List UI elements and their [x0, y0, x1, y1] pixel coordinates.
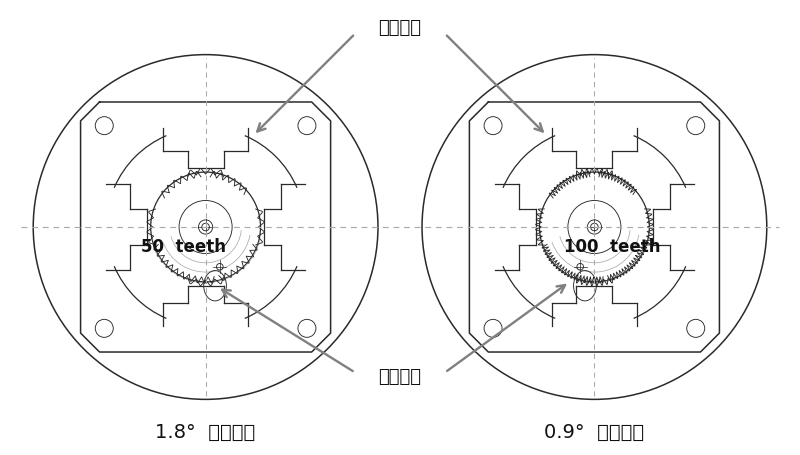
Text: 定子铁芯: 定子铁芯: [378, 19, 422, 36]
Text: 1.8°  步进电机: 1.8° 步进电机: [155, 423, 256, 442]
Text: 0.9°  步进电机: 0.9° 步进电机: [544, 423, 645, 442]
Text: 转子铁芯: 转子铁芯: [378, 368, 422, 385]
Text: 50  teeth: 50 teeth: [141, 238, 226, 256]
Text: 100  teeth: 100 teeth: [564, 238, 661, 256]
